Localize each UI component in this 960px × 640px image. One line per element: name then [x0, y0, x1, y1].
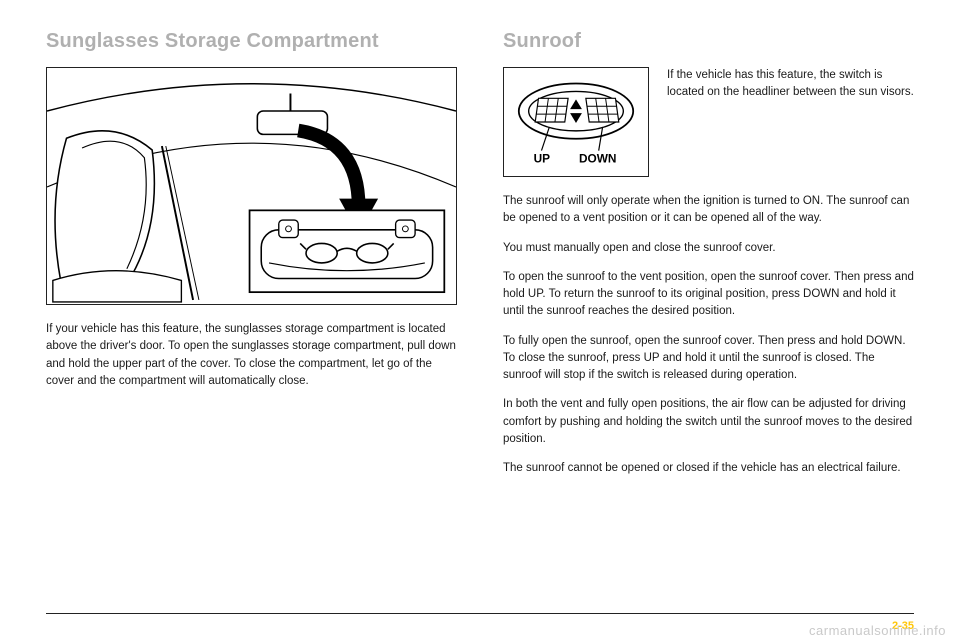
two-column-layout: Sunglasses Storage Compartment	[46, 30, 914, 489]
right-paragraph-5: In both the vent and fully open position…	[503, 396, 914, 448]
switch-down-label: DOWN	[579, 151, 616, 165]
sunroof-caption: If the vehicle has this feature, the swi…	[667, 67, 914, 102]
sunglasses-compartment-figure	[46, 67, 457, 305]
sunroof-figure-row: UP DOWN If the vehicle has this feature,…	[503, 67, 914, 177]
watermark-text: carmanualsonline.info	[809, 623, 946, 638]
left-section-title: Sunglasses Storage Compartment	[46, 30, 457, 53]
right-paragraph-3: To open the sunroof to the vent position…	[503, 269, 914, 321]
footer-divider	[46, 613, 914, 614]
right-column: Sunroof	[503, 30, 914, 489]
left-body-text: If your vehicle has this feature, the su…	[46, 321, 457, 390]
sunroof-switch-figure: UP DOWN	[503, 67, 649, 177]
sunglasses-svg	[47, 68, 456, 304]
switch-up-label: UP	[534, 151, 551, 165]
left-column: Sunglasses Storage Compartment	[46, 30, 457, 489]
manual-page: Sunglasses Storage Compartment	[0, 0, 960, 640]
left-paragraph-1: If your vehicle has this feature, the su…	[46, 321, 457, 390]
right-paragraph-2: You must manually open and close the sun…	[503, 240, 914, 257]
sunroof-switch-svg: UP DOWN	[504, 67, 648, 177]
right-paragraph-6: The sunroof cannot be opened or closed i…	[503, 460, 914, 477]
right-paragraph-4: To fully open the sunroof, open the sunr…	[503, 333, 914, 385]
right-paragraph-1: The sunroof will only operate when the i…	[503, 193, 914, 228]
right-body-text: The sunroof will only operate when the i…	[503, 193, 914, 477]
right-section-title: Sunroof	[503, 30, 914, 53]
